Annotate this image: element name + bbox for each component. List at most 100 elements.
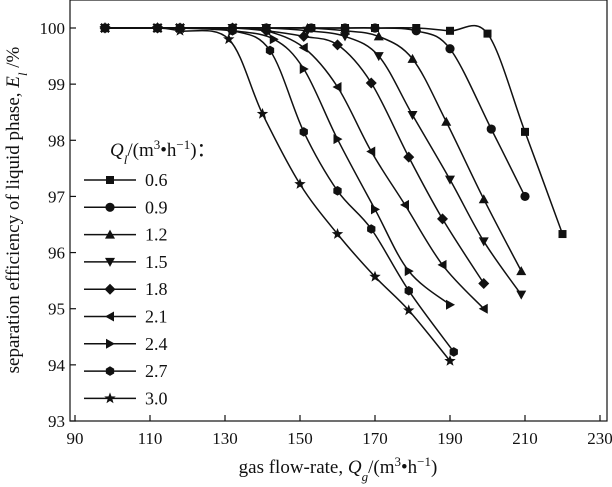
- y-tick-label: 94: [48, 356, 66, 375]
- data-point: [333, 186, 342, 196]
- y-tick-label: 96: [48, 244, 65, 263]
- data-point: [373, 52, 384, 62]
- y-tick-label: 97: [48, 187, 66, 206]
- data-point: [331, 228, 344, 239]
- data-point: [366, 146, 376, 157]
- data-point: [444, 354, 456, 366]
- legend-label: 0.9: [145, 197, 168, 217]
- data-point: [174, 24, 186, 36]
- data-point: [403, 304, 415, 316]
- data-point: [294, 178, 306, 189]
- legend-entry-0.9: 0.9: [84, 197, 168, 217]
- y-tick-label: 100: [40, 19, 66, 38]
- legend-title: Ql/(m3•h−1)：: [110, 137, 216, 167]
- data-point: [445, 44, 455, 54]
- legend-label: 1.5: [145, 252, 168, 272]
- data-point: [365, 77, 377, 89]
- y-tick-label: 93: [48, 412, 65, 431]
- legend-marker: [105, 311, 114, 322]
- data-point: [446, 299, 455, 310]
- series-2.7: [100, 23, 458, 357]
- data-point: [404, 266, 414, 277]
- x-tick-label: 110: [138, 429, 163, 448]
- series-line: [104, 27, 451, 362]
- legend-entry-1.2: 1.2: [84, 225, 168, 245]
- legend-entry-1.8: 1.8: [84, 279, 168, 299]
- data-point: [269, 34, 279, 45]
- data-point: [261, 25, 271, 36]
- data-point: [228, 26, 237, 36]
- data-point: [404, 285, 413, 296]
- series-layer: [99, 22, 567, 366]
- data-point: [299, 127, 308, 137]
- data-point: [407, 53, 418, 63]
- series-3.0: [99, 22, 456, 366]
- data-point: [340, 32, 350, 42]
- data-point: [369, 270, 381, 282]
- data-point: [371, 204, 380, 215]
- y-tick-label: 95: [48, 300, 65, 319]
- x-tick-label: 170: [362, 429, 388, 448]
- legend-marker: [106, 176, 114, 184]
- data-point: [256, 107, 269, 119]
- legend-label: 2.1: [145, 307, 168, 327]
- data-point: [332, 39, 343, 51]
- legend-marker: [104, 283, 116, 295]
- legend-label: 2.4: [145, 334, 168, 354]
- legend-marker: [104, 392, 116, 404]
- data-point: [445, 175, 455, 185]
- x-tick-label: 190: [437, 429, 463, 448]
- y-axis-title: separation efficiency of liquid phase, E…: [3, 46, 30, 373]
- x-axis-title: gas flow-rate, Qg/(m3•h−1): [239, 454, 438, 484]
- legend-marker: [105, 366, 115, 376]
- legend-entry-3.0: 3.0: [84, 388, 168, 408]
- data-point: [302, 26, 313, 36]
- data-point: [370, 23, 380, 33]
- data-point: [441, 116, 452, 126]
- data-point: [478, 277, 490, 289]
- legend-label: 0.6: [145, 170, 168, 190]
- data-point: [449, 347, 458, 357]
- legend-label: 1.2: [145, 225, 168, 245]
- data-point: [151, 22, 164, 33]
- legend-entry-2.4: 2.4: [84, 334, 168, 354]
- data-point: [478, 303, 488, 314]
- legend-marker: [105, 202, 115, 212]
- x-tick-label: 150: [287, 429, 313, 448]
- data-point: [298, 42, 308, 53]
- data-point: [367, 224, 376, 234]
- data-point: [437, 259, 447, 270]
- data-point: [99, 22, 111, 33]
- legend-entry-2.1: 2.1: [84, 307, 168, 327]
- x-tick-label: 210: [512, 429, 538, 448]
- legend-marker: [105, 257, 115, 267]
- data-point: [516, 266, 527, 276]
- data-point: [265, 45, 275, 56]
- x-axis: 90 110 130 150 170 190 210 230: [67, 415, 612, 448]
- plot-frame: [69, 0, 608, 422]
- data-point: [437, 213, 448, 225]
- legend-label: 2.7: [145, 361, 168, 381]
- data-point: [478, 194, 489, 204]
- y-axis: 93 94 95 96 97 98 99 100: [40, 19, 76, 431]
- series-line: [105, 27, 526, 197]
- data-point: [520, 191, 530, 202]
- data-point: [298, 30, 310, 42]
- x-tick-label: 230: [587, 429, 612, 448]
- data-point: [332, 81, 342, 92]
- data-point: [411, 26, 421, 36]
- legend-marker: [106, 338, 115, 349]
- legend-entry-1.5: 1.5: [84, 252, 168, 272]
- data-point: [486, 124, 496, 134]
- data-point: [483, 29, 492, 38]
- data-point: [403, 151, 415, 163]
- y-tick-label: 99: [48, 75, 65, 94]
- legend-entry-0.6: 0.6: [84, 170, 168, 190]
- y-tick-label: 98: [48, 131, 65, 150]
- x-tick-label: 90: [67, 429, 84, 448]
- data-point: [223, 33, 235, 45]
- data-point: [478, 237, 489, 247]
- legend-marker: [105, 229, 115, 239]
- data-point: [400, 199, 409, 210]
